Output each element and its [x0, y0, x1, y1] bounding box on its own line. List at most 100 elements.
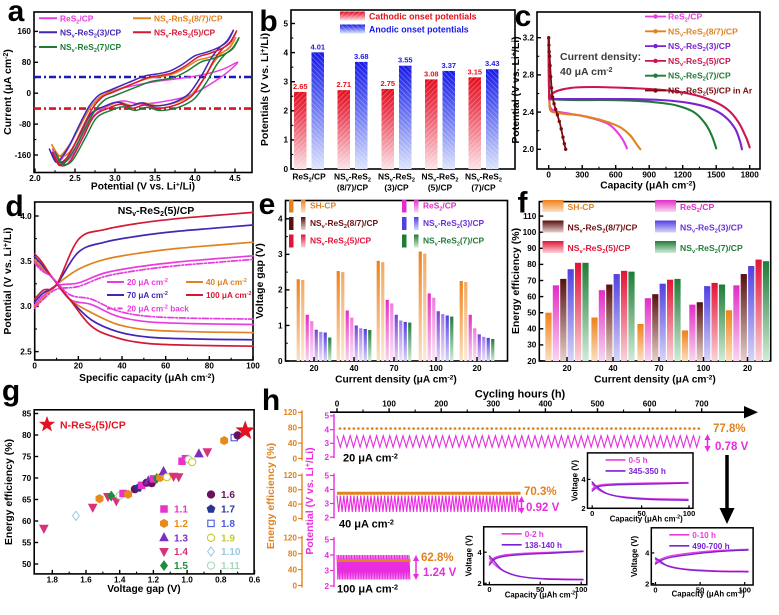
svg-text:NSv​-ReS2​(3)/CP: NSv​-ReS2​(3)/CP	[668, 41, 731, 53]
svg-text:Potential (V vs. Li+​/Li): Potential (V vs. Li+​/Li)	[2, 227, 14, 334]
svg-text:f: f	[518, 187, 529, 220]
svg-text:2.8: 2.8	[523, 71, 535, 80]
svg-text:1.0: 1.0	[181, 576, 193, 585]
svg-text:700: 700	[695, 400, 709, 409]
svg-text:1.6: 1.6	[221, 490, 235, 501]
svg-text:g: g	[2, 375, 20, 408]
svg-text:100: 100	[738, 586, 751, 595]
svg-text:NSv​-ReS2​(7)/CP: NSv​-ReS2​(7)/CP	[680, 243, 743, 255]
svg-text:80: 80	[205, 362, 215, 371]
svg-text:60: 60	[527, 292, 537, 301]
svg-text:0: 0	[26, 89, 31, 98]
svg-text:5: 5	[324, 471, 329, 480]
svg-text:0: 0	[292, 581, 297, 590]
svg-text:(3)/CP: (3)/CP	[384, 183, 409, 193]
svg-text:100 μA cm-2​: 100 μA cm-2​	[206, 291, 251, 300]
svg-text:NSv​-ReS2​: NSv​-ReS2​	[334, 172, 371, 184]
svg-text:2.4: 2.4	[523, 108, 535, 117]
svg-text:1500: 1500	[707, 171, 726, 180]
svg-text:300: 300	[486, 400, 500, 409]
svg-text:0.6: 0.6	[249, 576, 261, 585]
svg-text:Voltage gap (V): Voltage gap (V)	[254, 243, 266, 319]
svg-text:Cycling hours (h): Cycling hours (h)	[475, 389, 566, 401]
svg-text:120: 120	[283, 471, 297, 480]
svg-text:NSv​-ReS2​(7)/CP: NSv​-ReS2​(7)/CP	[60, 42, 122, 54]
svg-text:0: 0	[590, 509, 594, 518]
svg-text:NSv​-ReS2​: NSv​-ReS2​	[378, 172, 415, 184]
svg-text:20: 20	[527, 357, 537, 366]
svg-text:NSv​-ReS2​(8/7)/CP: NSv​-ReS2​(8/7)/CP	[668, 26, 738, 38]
svg-text:100: 100	[697, 364, 711, 373]
svg-text:(7)/CP: (7)/CP	[471, 183, 496, 193]
svg-text:90: 90	[527, 244, 537, 253]
svg-text:Current (μA cm-2​): Current (μA cm-2​)	[2, 49, 14, 135]
svg-text:80: 80	[288, 424, 298, 433]
svg-text:Anodic onset potentials: Anodic onset potentials	[369, 25, 469, 35]
svg-text:65: 65	[22, 495, 32, 504]
svg-text:100: 100	[382, 400, 396, 409]
svg-text:4: 4	[278, 215, 283, 224]
svg-text:600: 600	[643, 400, 657, 409]
svg-text:3: 3	[324, 499, 329, 508]
svg-text:Voltage (V): Voltage (V)	[571, 460, 580, 502]
svg-text:20: 20	[472, 364, 482, 373]
svg-text:4.0: 4.0	[189, 174, 201, 183]
svg-text:NSv​-ReS2​(3)/CP: NSv​-ReS2​(3)/CP	[60, 27, 122, 39]
svg-text:4: 4	[581, 475, 586, 484]
svg-text:3.2: 3.2	[523, 34, 535, 43]
svg-text:40 μA cm-2​: 40 μA cm-2​	[560, 66, 613, 78]
svg-text:4: 4	[324, 425, 329, 434]
svg-text:3.15: 3.15	[467, 67, 482, 76]
svg-text:1.8: 1.8	[47, 576, 59, 585]
svg-text:50: 50	[527, 309, 537, 318]
svg-text:60: 60	[22, 517, 32, 526]
svg-text:500: 500	[591, 400, 605, 409]
svg-text:4: 4	[324, 551, 329, 560]
svg-text:2: 2	[278, 286, 283, 295]
svg-text:d: d	[5, 190, 23, 223]
svg-text:40: 40	[527, 325, 537, 334]
svg-text:4: 4	[283, 48, 288, 57]
svg-text:c: c	[515, 0, 532, 33]
svg-text:75: 75	[22, 452, 32, 461]
svg-text:0: 0	[292, 514, 297, 523]
svg-text:600: 600	[609, 171, 623, 180]
svg-text:NSv​-ReS2​(8/7)/CP: NSv​-ReS2​(8/7)/CP	[568, 223, 638, 235]
svg-text:70: 70	[654, 364, 664, 373]
svg-text:4: 4	[324, 485, 329, 494]
svg-text:0: 0	[653, 586, 657, 595]
svg-text:2.0: 2.0	[523, 145, 535, 154]
svg-text:1: 1	[278, 321, 283, 330]
svg-text:0: 0	[546, 171, 551, 180]
svg-text:80: 80	[22, 431, 32, 440]
svg-text:62.8%: 62.8%	[421, 552, 454, 564]
svg-text:3.5: 3.5	[20, 257, 32, 266]
svg-text:2.5: 2.5	[69, 174, 81, 183]
svg-text:2.0: 2.0	[29, 174, 41, 183]
svg-text:50: 50	[536, 585, 544, 594]
svg-text:20: 20	[562, 364, 572, 373]
svg-text:ReS2​/CP: ReS2​/CP	[668, 12, 702, 24]
svg-text:Energy efficiency (%): Energy efficiency (%)	[510, 228, 522, 334]
svg-text:160: 160	[17, 27, 31, 36]
svg-text:200: 200	[434, 400, 448, 409]
svg-text:SH-CP: SH-CP	[310, 201, 336, 211]
svg-text:NSv​-ReS2​(7)/CP: NSv​-ReS2​(7)/CP	[423, 236, 485, 248]
svg-text:1.8: 1.8	[221, 519, 235, 530]
svg-text:120: 120	[283, 408, 297, 417]
svg-text:0-5 h: 0-5 h	[629, 456, 648, 465]
svg-text:NSv​-ReS2​(5)/CP: NSv​-ReS2​(5)/CP	[310, 236, 372, 248]
svg-text:20 μA cm-2​: 20 μA cm-2​	[343, 452, 398, 465]
svg-text:900: 900	[642, 171, 656, 180]
svg-text:2: 2	[324, 453, 329, 462]
svg-text:300: 300	[575, 171, 589, 180]
svg-text:0.78 V: 0.78 V	[715, 441, 749, 453]
svg-text:3.68: 3.68	[354, 52, 369, 61]
svg-text:NSv​-ReS2​(3)/CP: NSv​-ReS2​(3)/CP	[423, 218, 485, 230]
svg-text:40 μA cm-2​: 40 μA cm-2​	[206, 278, 247, 287]
svg-text:3: 3	[324, 566, 329, 575]
svg-text:2: 2	[324, 582, 329, 591]
svg-text:70.3%: 70.3%	[524, 486, 557, 498]
svg-text:3: 3	[278, 250, 283, 259]
svg-text:4.01: 4.01	[310, 42, 325, 51]
